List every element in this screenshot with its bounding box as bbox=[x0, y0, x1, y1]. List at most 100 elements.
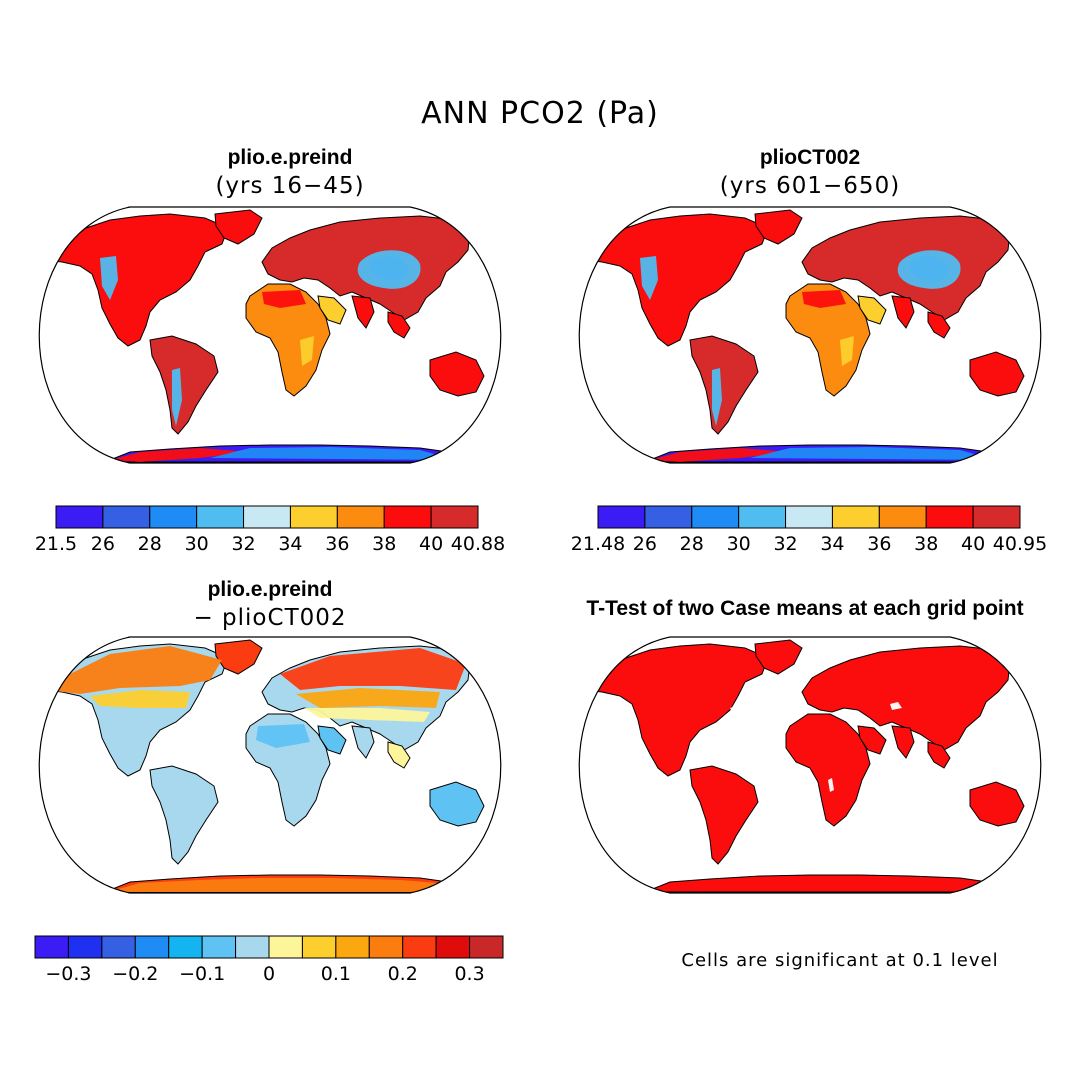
colorbar-tick-label: 40 bbox=[419, 533, 443, 555]
field-andes-band bbox=[712, 368, 722, 426]
field-eurasia-plateau-ring bbox=[357, 250, 421, 289]
colorbar-tick-label: 40 bbox=[961, 533, 985, 555]
colorbar-swatch bbox=[831, 505, 880, 529]
panel-1-colorbar: 21.5 26 28 30 32 34 36 38 40 40.88 bbox=[35, 505, 505, 555]
field-sahara-patch bbox=[262, 290, 306, 308]
landmass-australia bbox=[969, 781, 1025, 827]
colorbar-tick-label: 26 bbox=[633, 533, 657, 555]
colorbar-tick-label: 38 bbox=[372, 533, 396, 555]
colorbar-swatch bbox=[597, 505, 646, 529]
colorbar-tick-label: 21.5 bbox=[35, 533, 77, 555]
landmass-seasia bbox=[387, 311, 411, 339]
colorbar-swatch bbox=[469, 935, 504, 959]
landmass-eurasia bbox=[801, 645, 1011, 751]
landmass-greenland bbox=[214, 209, 263, 245]
panel-1-subtitle: (yrs 16−45) bbox=[215, 173, 365, 199]
field-yellow-band-eu bbox=[304, 708, 430, 722]
colorbar-tick-label: 36 bbox=[867, 533, 891, 555]
field-rockies-band bbox=[100, 256, 118, 300]
field-nonsig-asia bbox=[890, 702, 902, 710]
map-frame bbox=[38, 206, 502, 464]
landmass-africa bbox=[785, 283, 871, 397]
map-frame bbox=[578, 636, 1042, 894]
landmass-india bbox=[351, 295, 375, 329]
landmass-seasia bbox=[387, 741, 411, 769]
landmass-samerica bbox=[689, 335, 759, 435]
colorbar-swatch bbox=[101, 935, 136, 959]
colorbar-swatch bbox=[134, 935, 170, 959]
colorbar-tick-label: −0.3 bbox=[45, 963, 91, 985]
landmass-greenland bbox=[214, 639, 263, 675]
colorbar-swatch bbox=[402, 935, 437, 959]
colorbar-tick-label: −0.2 bbox=[112, 963, 158, 985]
colorbar-swatch bbox=[34, 935, 69, 959]
colorbar-tick-label: 40.88 bbox=[451, 533, 505, 555]
panel-2-title: plioCT002 bbox=[759, 146, 861, 169]
landmass-samerica bbox=[689, 765, 759, 865]
landmass-arabia bbox=[317, 725, 347, 755]
field-antarctic-edge bbox=[110, 448, 250, 462]
landmass-samerica bbox=[149, 335, 219, 435]
colorbar-swatch bbox=[435, 935, 471, 959]
colorbar-tick-label: 0.2 bbox=[388, 963, 418, 985]
colorbar-tick-label: 38 bbox=[914, 533, 938, 555]
field-eurasia-plateau-ring bbox=[897, 250, 961, 289]
colorbar-swatch bbox=[289, 505, 338, 529]
landmass-samerica bbox=[149, 765, 219, 865]
field-arctic-band-eu bbox=[280, 648, 466, 690]
landmass-australia bbox=[429, 781, 485, 827]
colorbar-swatch bbox=[149, 505, 198, 529]
field-antarctic-edge bbox=[650, 448, 790, 462]
landmass-india bbox=[351, 725, 375, 759]
field-antarctic-mid bbox=[210, 447, 455, 460]
field-antarctic-mid bbox=[750, 447, 995, 460]
field-arctic-band-na bbox=[46, 646, 222, 694]
landmass-antarctica bbox=[644, 874, 1004, 893]
colorbar-tick-label: 0.3 bbox=[454, 963, 484, 985]
colorbar-swatch bbox=[335, 935, 370, 959]
colorbar-swatch bbox=[368, 935, 404, 959]
panel-3-map bbox=[38, 636, 502, 894]
colorbar-swatch bbox=[925, 505, 974, 529]
colorbar-swatch bbox=[644, 505, 693, 529]
landmass-africa bbox=[785, 713, 871, 827]
panel-3-subtitle: − plioCT002 bbox=[193, 605, 347, 631]
field-east-africa-patch bbox=[300, 336, 314, 366]
colorbar-swatch bbox=[168, 935, 203, 959]
colorbar-tick-label: −0.1 bbox=[179, 963, 225, 985]
landmass-australia bbox=[969, 351, 1025, 397]
landmass-arabia bbox=[857, 295, 887, 325]
panel-4-map bbox=[578, 636, 1042, 894]
colorbar-swatch bbox=[243, 505, 291, 529]
colorbar-tick-label: 28 bbox=[138, 533, 162, 555]
colorbar-swatch bbox=[55, 505, 104, 529]
colorbar-swatch bbox=[972, 505, 1021, 529]
field-mid-band-na bbox=[90, 690, 190, 708]
colorbar-tick-label: 30 bbox=[185, 533, 209, 555]
colorbar-swatch bbox=[301, 935, 337, 959]
field-east-africa-patch bbox=[840, 336, 854, 366]
field-antarctic-orange bbox=[108, 878, 460, 892]
colorbar-tick-label: 36 bbox=[325, 533, 349, 555]
panel-3-colorbar: −0.3 −0.2 −0.1 0 0.1 0.2 0.3 bbox=[34, 935, 504, 985]
colorbar-swatch bbox=[102, 505, 151, 529]
panel-4-title: T-Test of two Case means at each grid po… bbox=[586, 597, 1024, 620]
colorbar-swatch bbox=[785, 505, 833, 529]
colorbar-swatch bbox=[235, 935, 270, 959]
field-nonsig-africa bbox=[828, 778, 834, 792]
colorbar-tick-label: 34 bbox=[278, 533, 302, 555]
colorbar-swatch bbox=[430, 505, 479, 529]
colorbar-swatch bbox=[383, 505, 432, 529]
map-frame bbox=[578, 206, 1042, 464]
colorbar-tick-label: 28 bbox=[680, 533, 704, 555]
panel-2-map bbox=[578, 206, 1042, 464]
landmass-india bbox=[891, 725, 915, 759]
colorbar-swatch bbox=[878, 505, 927, 529]
panel-2-subtitle: (yrs 601−650) bbox=[719, 173, 901, 199]
colorbar-swatch bbox=[738, 505, 787, 529]
landmass-namerica bbox=[579, 643, 769, 777]
field-mid-band-eu bbox=[296, 688, 440, 708]
colorbar-tick-label: 0.1 bbox=[321, 963, 351, 985]
colorbar-tick-label: 34 bbox=[820, 533, 844, 555]
landmass-india bbox=[891, 295, 915, 329]
